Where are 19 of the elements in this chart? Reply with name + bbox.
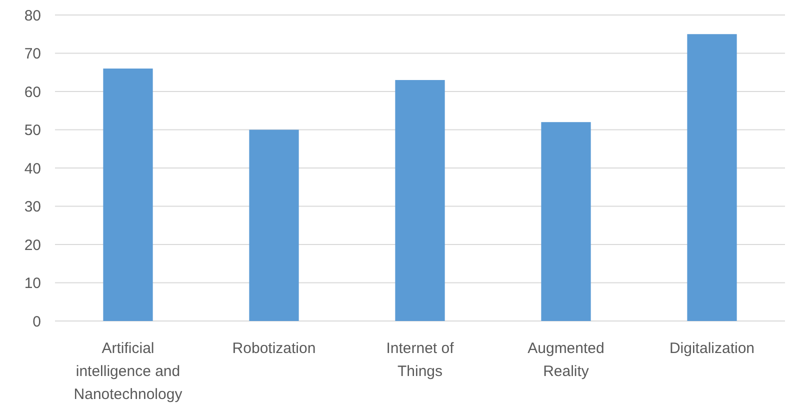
x-tick-label: Augmented Reality — [528, 340, 604, 380]
y-tick-label: 80 — [24, 7, 41, 24]
y-tick-label: 10 — [24, 275, 41, 292]
y-tick-label: 30 — [24, 198, 41, 216]
x-tick-label: Internet of Things — [386, 340, 455, 380]
x-tick-label: Artificial intelligence and Nanotechnology — [74, 340, 183, 403]
bar — [687, 34, 737, 321]
y-tick-label: 70 — [24, 46, 41, 62]
y-tick-label: 60 — [24, 84, 41, 101]
y-tick-label: 20 — [24, 236, 41, 254]
y-tick-label: 0 — [32, 313, 41, 330]
y-tick-label: 40 — [24, 160, 41, 178]
bar — [395, 80, 445, 321]
bar — [541, 122, 591, 321]
bar — [249, 130, 299, 321]
bar — [103, 68, 153, 321]
y-tick-label: 50 — [24, 122, 41, 139]
x-tick-label: Digitalization — [669, 340, 755, 357]
x-tick-label: Robotization — [232, 340, 316, 357]
